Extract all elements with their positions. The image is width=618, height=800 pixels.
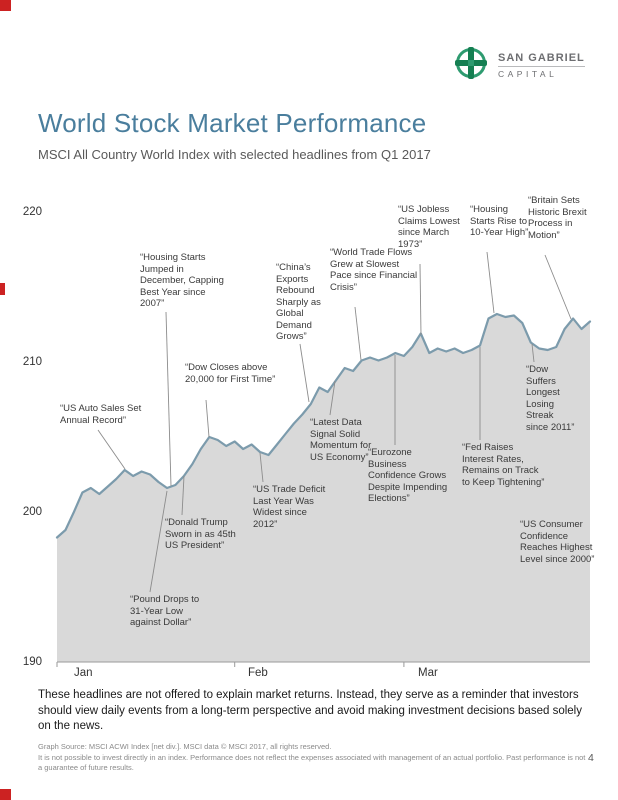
headline-annotation: “Latest Data Signal Solid Momentum for U… (310, 417, 372, 463)
headline-annotation: “Donald Trump Sworn in as 45th US Presid… (165, 517, 236, 552)
headline-annotation: “US Jobless Claims Lowest since March 19… (398, 204, 460, 250)
headline-annotation: “US Auto Sales Set Annual Record” (60, 403, 142, 426)
leader-line (299, 343, 310, 403)
chart-canvas (55, 251, 592, 667)
border-mark-top-left (0, 0, 11, 11)
headline-annotation: “Pound Drops to 31-Year Low against Doll… (130, 594, 200, 629)
y-tick-210: 210 (22, 356, 42, 368)
leader-line (181, 475, 185, 516)
headline-annotation: “Eurozone Business Confidence Grows Desp… (368, 447, 448, 505)
leader-line (165, 311, 172, 487)
graph-source-text: Graph Source: MSCI ACWI Index [net div.]… (38, 742, 332, 751)
logo-medallion-icon (452, 44, 490, 87)
disclosure-text: It is not possible to invest directly in… (38, 752, 586, 773)
headline-annotation: “US Consumer Confidence Reaches Highest … (520, 519, 595, 565)
page-number: 4 (588, 752, 594, 764)
headline-annotation: “China’s Exports Rebound Sharply as Glob… (276, 262, 321, 343)
x-tick-jan: Jan (74, 667, 93, 679)
headline-annotation: “Dow Closes above 20,000 for First Time” (185, 362, 276, 385)
leader-line (486, 251, 495, 314)
y-tick-190: 190 (22, 656, 42, 668)
company-logo: SAN GABRIEL CAPITAL (452, 44, 585, 87)
headline-annotation: “US Trade Deficit Last Year Was Widest s… (253, 484, 326, 530)
headline-annotation: “Fed Raises Interest Rates, Remains on T… (462, 442, 545, 488)
disclaimer-text: These headlines are not offered to expla… (38, 689, 582, 733)
page-title: World Stock Market Performance (38, 108, 427, 138)
leader-line (531, 343, 535, 363)
logo-company-subname: CAPITAL (498, 66, 585, 79)
headline-annotation: “World Trade Flows Grew at Slowest Pace … (330, 247, 418, 293)
annotation-leader-lines (97, 251, 572, 593)
leader-line (259, 452, 264, 483)
x-tick-feb: Feb (248, 667, 268, 679)
leader-line (329, 380, 336, 416)
y-tick-220: 220 (22, 206, 42, 218)
headline-annotation: “Housing Starts Rise to 10-Year High” (470, 204, 529, 239)
leader-line (149, 490, 168, 593)
y-tick-200: 200 (22, 506, 42, 518)
page-subtitle: MSCI All Country World Index with select… (38, 147, 431, 162)
index-line (55, 312, 592, 539)
headline-annotation: “Dow Suffers Longest Losing Streak since… (526, 364, 575, 433)
leader-line (354, 306, 362, 361)
x-tick-mar: Mar (418, 667, 438, 679)
logo-text: SAN GABRIEL CAPITAL (498, 52, 585, 79)
leader-line (97, 429, 126, 470)
logo-company-name: SAN GABRIEL (498, 52, 585, 64)
stock-performance-chart: 220 210 200 190 Jan Feb Mar “US Auto Sal… (0, 195, 618, 685)
border-mark-left (0, 283, 5, 295)
leader-line (419, 263, 422, 336)
leader-line (544, 254, 572, 320)
headline-annotation: “Britain Sets Historic Brexit Process in… (528, 195, 587, 241)
headline-annotation: “Housing Starts Jumped in December, Capp… (140, 252, 224, 310)
chart-area-fill (57, 314, 590, 662)
leader-line (205, 399, 210, 438)
border-mark-bottom-left (0, 789, 11, 800)
footnote: Graph Source: MSCI ACWI Index [net div.]… (38, 742, 586, 774)
